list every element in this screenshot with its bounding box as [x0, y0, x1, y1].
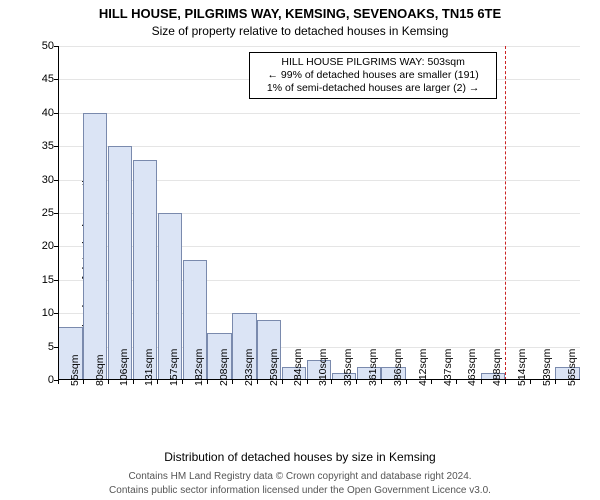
x-axis-label: Distribution of detached houses by size …	[0, 450, 600, 464]
x-tick-mark	[530, 380, 531, 384]
annotation-line-1: HILL HOUSE PILGRIMS WAY: 503sqm	[256, 56, 490, 69]
x-tick-label: 437sqm	[442, 349, 454, 386]
x-tick-mark	[505, 380, 506, 384]
histogram-bar	[108, 146, 132, 380]
x-tick-mark	[406, 380, 407, 384]
y-tick-label: 20	[42, 240, 54, 252]
x-tick-label: 106sqm	[118, 349, 130, 386]
x-tick-label: 539sqm	[541, 349, 553, 386]
x-tick-label: 488sqm	[491, 349, 503, 386]
y-tick-label: 40	[42, 107, 54, 119]
x-tick-mark	[331, 380, 332, 384]
reference-marker-line	[505, 46, 506, 380]
x-tick-label: 80sqm	[94, 354, 106, 386]
annotation-line-3: 1% of semi-detached houses are larger (2…	[256, 82, 490, 95]
x-tick-mark	[481, 380, 482, 384]
annotation-line-2: ← 99% of detached houses are smaller (19…	[256, 69, 490, 82]
x-tick-mark	[83, 380, 84, 384]
annotation-box: HILL HOUSE PILGRIMS WAY: 503sqm← 99% of …	[249, 52, 497, 99]
x-tick-label: 463sqm	[466, 349, 478, 386]
y-tick-label: 5	[48, 341, 54, 353]
attribution-line-1: Contains HM Land Registry data © Crown c…	[0, 471, 600, 482]
gridline	[58, 113, 580, 114]
page-root: HILL HOUSE, PILGRIMS WAY, KEMSING, SEVEN…	[0, 0, 600, 500]
y-tick-label: 30	[42, 174, 54, 186]
histogram-bar	[83, 113, 107, 380]
x-tick-mark	[356, 380, 357, 384]
x-tick-label: 514sqm	[516, 349, 528, 386]
x-tick-mark	[157, 380, 158, 384]
x-tick-label: 259sqm	[268, 349, 280, 386]
x-tick-label: 157sqm	[168, 349, 180, 386]
x-tick-label: 335sqm	[342, 349, 354, 386]
x-tick-label: 284sqm	[292, 349, 304, 386]
y-tick-label: 10	[42, 307, 54, 319]
histogram-plot: 0510152025303540455055sqm80sqm106sqm131s…	[58, 46, 580, 380]
x-tick-mark	[282, 380, 283, 384]
x-tick-label: 361sqm	[367, 349, 379, 386]
x-tick-label: 233sqm	[243, 349, 255, 386]
x-tick-mark	[182, 380, 183, 384]
x-tick-mark	[232, 380, 233, 384]
x-tick-mark	[108, 380, 109, 384]
page-title: HILL HOUSE, PILGRIMS WAY, KEMSING, SEVEN…	[0, 6, 600, 21]
histogram-bar	[133, 160, 157, 380]
x-tick-label: 182sqm	[193, 349, 205, 386]
gridline	[58, 46, 580, 47]
x-tick-label: 565sqm	[566, 349, 578, 386]
x-tick-mark	[133, 380, 134, 384]
x-tick-label: 386sqm	[392, 349, 404, 386]
y-tick-label: 25	[42, 207, 54, 219]
page-subtitle: Size of property relative to detached ho…	[0, 24, 600, 38]
y-tick-label: 35	[42, 140, 54, 152]
y-axis-line	[58, 46, 59, 380]
y-tick-label: 15	[42, 274, 54, 286]
attribution-line-2: Contains public sector information licen…	[0, 485, 600, 496]
x-tick-mark	[431, 380, 432, 384]
x-tick-mark	[555, 380, 556, 384]
x-tick-label: 55sqm	[69, 354, 81, 386]
x-tick-mark	[207, 380, 208, 384]
x-tick-mark	[456, 380, 457, 384]
x-tick-label: 208sqm	[218, 349, 230, 386]
y-tick-label: 50	[42, 40, 54, 52]
x-axis-line	[58, 379, 580, 380]
y-tick-label: 45	[42, 73, 54, 85]
x-tick-label: 310sqm	[317, 349, 329, 386]
x-tick-label: 131sqm	[143, 349, 155, 386]
x-tick-mark	[307, 380, 308, 384]
x-tick-mark	[257, 380, 258, 384]
x-tick-label: 412sqm	[417, 349, 429, 386]
x-tick-mark	[58, 380, 59, 384]
y-tick-label: 0	[48, 374, 54, 386]
x-tick-mark	[381, 380, 382, 384]
gridline	[58, 146, 580, 147]
